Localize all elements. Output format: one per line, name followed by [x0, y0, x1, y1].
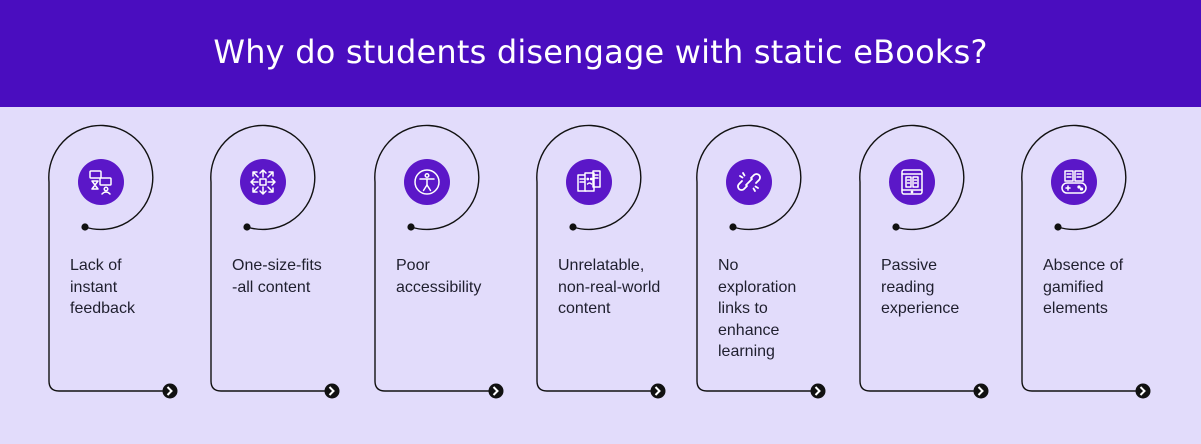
sad-documents-icon	[566, 159, 612, 205]
card-label: One-size-fits -all content	[232, 257, 322, 296]
card-frame	[1021, 124, 1151, 399]
book-gamepad-icon	[1051, 159, 1097, 205]
reason-card: Passive reading experience	[859, 124, 1022, 405]
card-frame	[210, 124, 340, 399]
broken-link-icon	[726, 159, 772, 205]
card-frame	[859, 124, 989, 399]
card-label: Poor accessibility	[396, 257, 482, 296]
card-frame	[48, 124, 178, 399]
tablet-reading-icon	[889, 159, 935, 205]
card-label: Unrelatable, non-real-world content	[558, 257, 661, 317]
header-banner	[0, 0, 1201, 107]
reason-card: No exploration links to enhance learning	[696, 124, 859, 405]
page-title: Why do students disengage with static eB…	[213, 32, 988, 71]
card-frame	[696, 124, 826, 399]
reason-card: Unrelatable, non-real-world content	[536, 124, 699, 405]
arrows-expand-icon	[240, 159, 286, 205]
reason-card: Absence of gamified elements	[1021, 124, 1184, 405]
accessibility-person-icon	[404, 159, 450, 205]
card-label: No exploration links to enhance learning	[718, 257, 797, 360]
reason-card: One-size-fits -all content	[210, 124, 373, 405]
card-frame	[536, 124, 666, 399]
feedback-chat-icon	[78, 159, 124, 205]
reason-card: Lack of instant feedback	[48, 124, 211, 405]
card-label: Passive reading experience	[881, 257, 960, 317]
reason-card: Poor accessibility	[374, 124, 537, 405]
card-frame	[374, 124, 504, 399]
card-label: Lack of instant feedback	[70, 257, 135, 317]
card-label: Absence of gamified elements	[1043, 257, 1124, 317]
